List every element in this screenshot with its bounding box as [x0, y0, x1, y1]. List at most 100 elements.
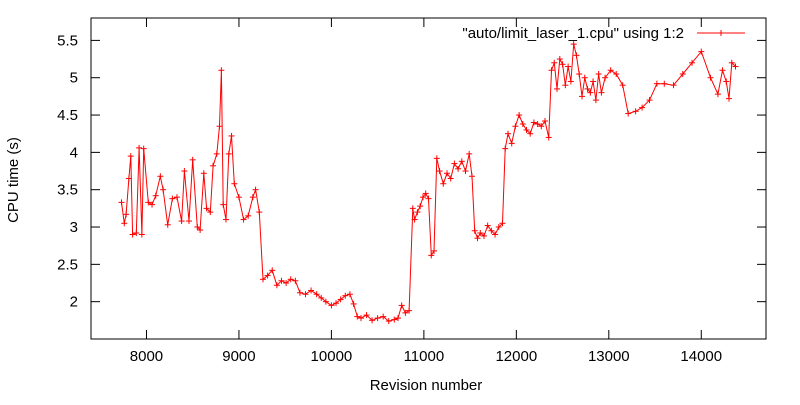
data-point-marker	[121, 220, 128, 227]
data-point-marker	[342, 292, 349, 299]
data-point-marker	[619, 82, 626, 89]
data-point-marker	[152, 192, 159, 199]
data-point-marker	[492, 231, 499, 238]
data-point-marker	[581, 74, 588, 81]
data-point-marker	[417, 203, 424, 210]
data-point-marker	[471, 227, 478, 234]
data-point-marker	[123, 211, 130, 218]
series-line	[121, 43, 736, 322]
data-point-marker	[231, 180, 238, 187]
data-point-marker	[369, 317, 376, 324]
data-point-marker	[394, 315, 401, 322]
data-point-marker	[451, 160, 458, 167]
data-point-marker	[646, 97, 653, 104]
data-point-marker	[613, 70, 620, 77]
data-point-marker	[462, 168, 469, 175]
data-point-marker	[562, 82, 569, 89]
data-point-marker	[207, 209, 214, 216]
data-point-marker	[556, 56, 563, 63]
y-tick-label: 2.5	[57, 256, 78, 273]
data-point-marker	[466, 150, 473, 157]
data-point-marker	[548, 67, 555, 74]
y-axis: 2 2.5 3 3.5 4 4.5 5 5.5	[57, 32, 766, 311]
data-point-marker	[287, 276, 294, 283]
data-point-marker	[698, 48, 705, 55]
data-point-marker	[554, 85, 561, 92]
data-point-marker	[488, 227, 495, 234]
data-point-marker	[374, 315, 381, 322]
data-point-marker	[530, 119, 537, 126]
data-point-marker	[318, 294, 325, 301]
data-point-marker	[653, 80, 660, 87]
data-point-marker	[433, 155, 440, 162]
data-point-marker	[278, 277, 285, 284]
y-tick-label: 4.5	[57, 107, 78, 124]
data-point-marker	[508, 140, 515, 147]
data-point-marker	[129, 231, 136, 238]
data-point-marker	[333, 300, 340, 307]
data-point-marker	[259, 276, 266, 283]
data-point-marker	[269, 267, 276, 274]
data-point-marker	[542, 118, 549, 125]
data-point-marker	[551, 59, 558, 66]
y-tick-label: 5	[70, 70, 78, 87]
data-point-marker	[534, 121, 541, 128]
x-tick-label: 14000	[680, 348, 722, 365]
x-tick-label: 13000	[588, 348, 630, 365]
data-point-marker	[140, 145, 147, 152]
data-point-marker	[723, 78, 730, 85]
data-point-marker	[443, 170, 450, 177]
data-point-marker	[458, 158, 465, 165]
data-point-marker	[125, 175, 132, 182]
data-point-marker	[380, 313, 387, 320]
x-tick-label: 10000	[311, 348, 353, 365]
data-point-marker	[223, 216, 229, 223]
data-point-marker	[719, 67, 726, 74]
data-point-marker	[590, 78, 597, 85]
data-point-marker	[632, 108, 639, 115]
data-point-marker	[499, 220, 506, 227]
data-point-marker	[587, 89, 594, 96]
data-point-marker	[363, 312, 370, 319]
data-point-marker	[422, 190, 429, 197]
data-point-marker	[216, 123, 223, 130]
data-point-marker	[296, 289, 303, 296]
x-tick-label: 11000	[404, 348, 445, 365]
data-point-marker	[200, 170, 207, 177]
data-point-marker	[235, 194, 242, 201]
data-point-marker	[584, 85, 591, 92]
data-point-marker	[136, 144, 143, 151]
legend: "auto/limit_laser_1.cpu" using 1:2	[462, 25, 745, 42]
x-tick-label: 12000	[495, 348, 537, 365]
data-point-marker	[283, 280, 290, 287]
data-point-marker	[538, 123, 545, 130]
series-group	[118, 41, 739, 325]
data-point-marker	[354, 313, 361, 320]
data-point-marker	[173, 194, 180, 201]
data-point-marker	[570, 41, 577, 48]
data-point-marker	[595, 70, 602, 77]
data-point-marker	[127, 153, 134, 160]
data-point-marker	[519, 121, 526, 128]
data-point-marker	[402, 309, 409, 316]
data-point-marker	[157, 173, 164, 180]
data-point-marker	[358, 315, 364, 322]
data-point-marker	[468, 173, 475, 180]
data-point-marker	[391, 316, 398, 323]
y-tick-label: 3.5	[57, 182, 78, 199]
data-point-marker	[447, 175, 454, 182]
data-point-marker	[436, 168, 443, 175]
data-point-marker	[220, 201, 227, 208]
data-point-marker	[428, 252, 435, 259]
data-point-marker	[714, 91, 721, 98]
data-point-marker	[328, 302, 335, 309]
data-point-marker	[240, 216, 247, 223]
data-point-marker	[598, 89, 605, 96]
data-point-marker	[273, 282, 280, 289]
data-point-marker	[661, 80, 668, 87]
data-point-marker	[474, 235, 481, 242]
data-point-marker	[639, 104, 646, 111]
data-point-marker	[189, 156, 196, 163]
data-point-marker	[414, 209, 421, 216]
